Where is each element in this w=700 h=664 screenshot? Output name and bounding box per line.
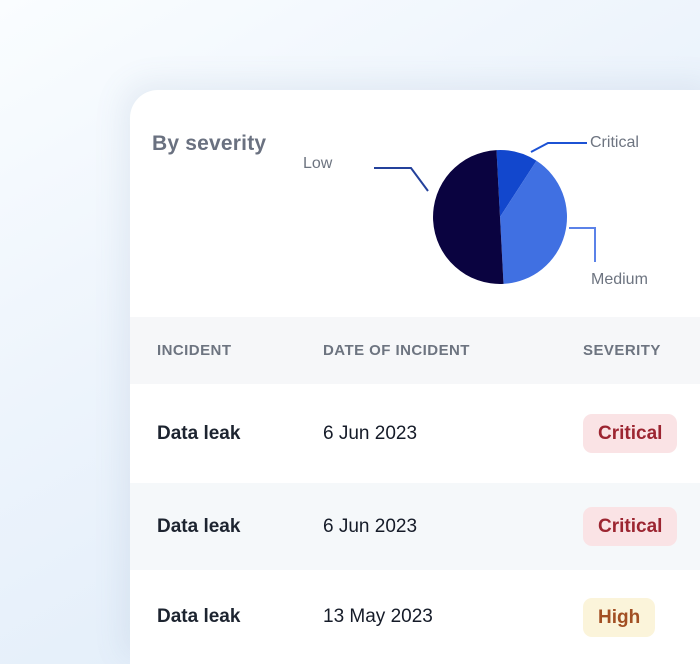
date-cell: 6 Jun 2023: [323, 515, 418, 537]
leader-line-medium: [569, 227, 596, 262]
incidents-table: INCIDENT DATE OF INCIDENT SEVERITY Data …: [130, 317, 700, 664]
severity-badge: High: [583, 597, 656, 637]
pie-slice-critical[interactable]: [496, 149, 537, 217]
column-header-severity: SEVERITY: [583, 342, 661, 359]
pie: [433, 149, 568, 285]
date-cell: 13 May 2023: [323, 606, 433, 627]
column-header-date: DATE OF INCIDENT: [323, 342, 470, 359]
page-title: By severity: [152, 132, 267, 155]
leader-line-low: [374, 167, 429, 192]
date-cell: 6 Jun 2023: [323, 422, 418, 444]
pie-slice-medium[interactable]: [500, 160, 568, 284]
column-header-incident: INCIDENT: [157, 342, 232, 359]
severity-badge: Critical: [583, 507, 678, 546]
incident-cell: Data leak: [157, 515, 241, 537]
pie-label-medium: Medium: [591, 271, 648, 288]
severity-card: By severity Low Critical Medium INCIDENT…: [130, 90, 700, 664]
severity-badge: Critical: [583, 414, 678, 453]
table-header-row: INCIDENT DATE OF INCIDENT SEVERITY: [130, 317, 700, 384]
leader-line-critical: [530, 142, 587, 153]
severity-pie-chart: [374, 142, 596, 285]
table-row[interactable]: Data leak 6 Jun 2023 Critical: [130, 384, 700, 483]
incident-cell: Data leak: [157, 606, 241, 627]
table-row[interactable]: Data leak 13 May 2023 High: [130, 570, 700, 664]
pie-slice-low[interactable]: [433, 150, 504, 285]
table-row[interactable]: Data leak 6 Jun 2023 Critical: [130, 483, 700, 570]
pie-label-low: Low: [303, 155, 333, 172]
pie-label-critical: Critical: [590, 134, 639, 151]
incident-cell: Data leak: [157, 422, 241, 444]
